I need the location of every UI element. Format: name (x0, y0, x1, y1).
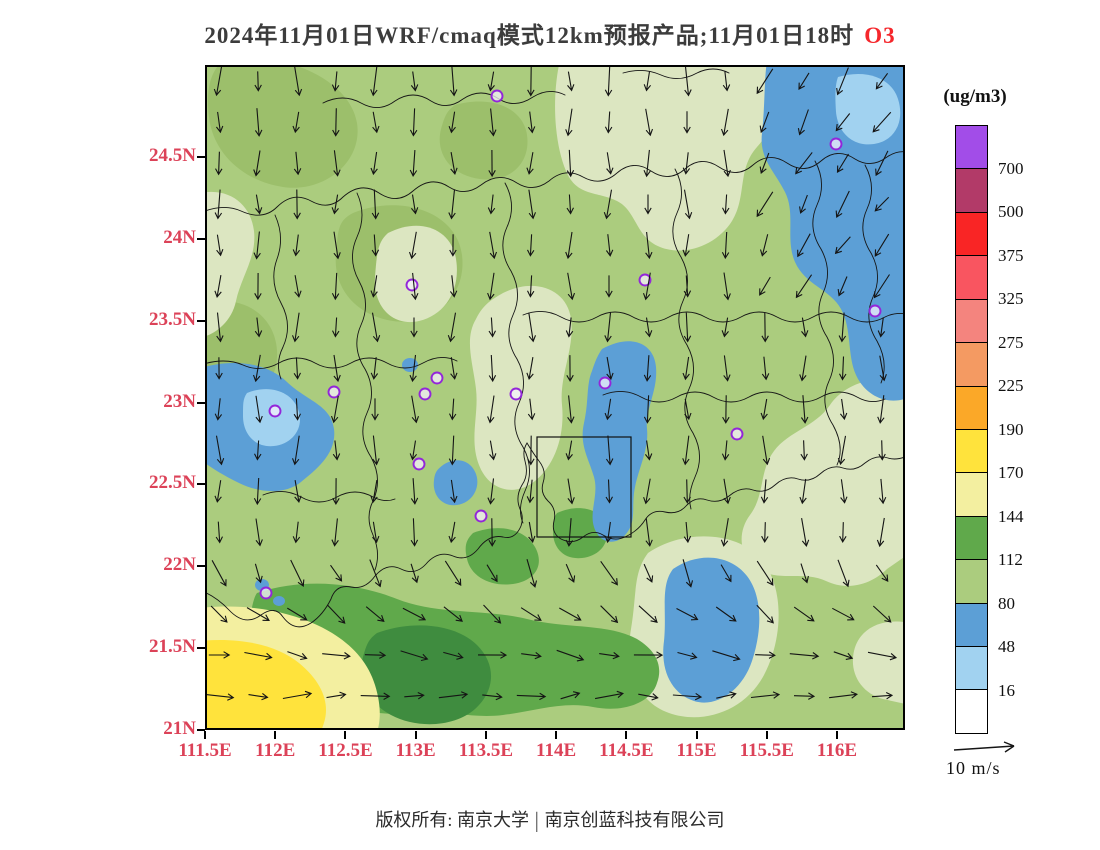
axis-tick (555, 731, 558, 739)
station-markers (259, 89, 882, 600)
colorbar-tick-label: 170 (998, 463, 1024, 482)
colorbar-tick-label: 225 (998, 376, 1024, 395)
axis-tick (197, 728, 205, 731)
colorbar-tick-label: 80 (998, 593, 1015, 613)
lat-tick-label: 21N (163, 717, 196, 739)
map-plot (205, 65, 905, 730)
lat-tick-label: 23.5N (149, 308, 196, 330)
station-marker (327, 385, 341, 399)
lat-tick-label: 24.5N (149, 145, 196, 166)
colorbar-tick-label: 500 (998, 202, 1024, 221)
station-marker (412, 457, 426, 471)
station-marker (829, 137, 843, 151)
axis-tick (197, 156, 205, 158)
colorbar-segment (956, 560, 987, 604)
station-marker (509, 387, 523, 401)
lon-tick-label: 112E (255, 740, 296, 761)
colorbar-segment (956, 169, 987, 213)
colorbar-segment (956, 386, 987, 430)
station-marker (405, 278, 419, 292)
map-frame (205, 65, 905, 730)
lat-tick-label: 22N (163, 554, 196, 576)
colorbar-tick-label: 16 (998, 680, 1015, 700)
wind-reference: 10 m/s (946, 740, 1056, 779)
station-marker (868, 304, 882, 318)
footer-separator: | (534, 807, 539, 833)
station-marker (638, 273, 652, 287)
lat-tick-label: 24N (163, 226, 196, 248)
copyright-right: 南京创蓝科技有限公司 (544, 810, 725, 830)
axis-tick (204, 731, 206, 739)
colorbar-segment (956, 256, 987, 300)
lon-tick-label: 115.5E (739, 740, 794, 761)
colorbar-tick-label: 700 (998, 158, 1024, 178)
lon-tick-label: 113E (395, 740, 436, 761)
lat-tick-label: 22.5N (149, 472, 196, 494)
colorbar-segment (956, 690, 987, 733)
colorbar-segment (956, 212, 987, 257)
station-marker (418, 387, 432, 401)
axis-tick (197, 647, 205, 650)
colorbar-tick-label: 48 (998, 637, 1015, 656)
colorbar-segment (956, 126, 987, 170)
contour-map (205, 65, 905, 730)
lon-tick-label: 114E (536, 740, 577, 761)
axis-tick (344, 731, 347, 739)
axis-tick (625, 731, 628, 739)
page-title: 2024年11月01日WRF/cmaq模式12km预报产品;11月01日18时 O… (0, 16, 1100, 50)
lon-tick-label: 116E (816, 740, 858, 761)
lon-tick-label: 115E (676, 740, 717, 761)
lon-tick-label: 113.5E (458, 740, 514, 761)
colorbar-tick-label: 112 (998, 550, 1023, 569)
axis-tick (197, 401, 205, 404)
lon-tick-label: 112.5E (318, 740, 373, 761)
colorbar-segment (956, 647, 987, 691)
species-label: O3 (864, 23, 896, 48)
colorbar-tick-label: 325 (998, 289, 1024, 308)
colorbar-tick-label: 275 (998, 332, 1024, 352)
colorbar-segment (956, 299, 987, 344)
copyright-left: 版权所有: 南京大学 (375, 810, 529, 830)
colorbar-segment (956, 516, 987, 561)
station-marker (474, 509, 488, 523)
axis-tick (414, 731, 417, 739)
lon-tick-label: 114.5E (599, 740, 654, 761)
colorbar-tick-label: 375 (998, 245, 1024, 265)
axis-tick (197, 319, 205, 322)
station-marker (268, 404, 282, 418)
axis-tick (835, 731, 838, 739)
boundary-lines (205, 68, 905, 628)
colorbar-segment (956, 343, 987, 387)
wind-reference-label: 10 m/s (946, 758, 1001, 778)
axis-tick (274, 731, 277, 739)
station-marker (490, 89, 504, 103)
lat-tick-label: 21.5N (149, 636, 196, 658)
colorbar (955, 125, 988, 734)
copyright-footer: 版权所有: 南京大学 | 南京创蓝科技有限公司 (0, 806, 1100, 832)
lat-tick-label: 23N (163, 390, 196, 412)
colorbar-tick-label: 190 (998, 419, 1024, 439)
axis-tick (197, 565, 205, 568)
station-marker (598, 376, 612, 390)
station-marker (259, 586, 273, 600)
wind-reference-arrow-icon (953, 741, 1015, 753)
contour-fills (205, 65, 905, 730)
title-text: 2024年11月01日WRF/cmaq模式12km预报产品;11月01日18时 (204, 23, 855, 48)
nested-domain-box (536, 436, 632, 538)
wind-vector-field (205, 66, 898, 701)
axis-tick (695, 731, 698, 739)
station-marker (430, 371, 444, 385)
lon-tick-label: 111.5E (178, 740, 232, 761)
axis-tick (197, 483, 205, 486)
colorbar-tick-label: 144 (998, 506, 1024, 526)
axis-tick (197, 237, 205, 240)
colorbar-unit-label: (ug/m3) (943, 86, 1007, 107)
colorbar-segment (956, 603, 987, 648)
station-marker (730, 427, 744, 441)
colorbar-segment (956, 473, 987, 517)
axis-tick (484, 731, 487, 739)
axis-tick (765, 731, 768, 739)
colorbar-segment (956, 429, 987, 474)
